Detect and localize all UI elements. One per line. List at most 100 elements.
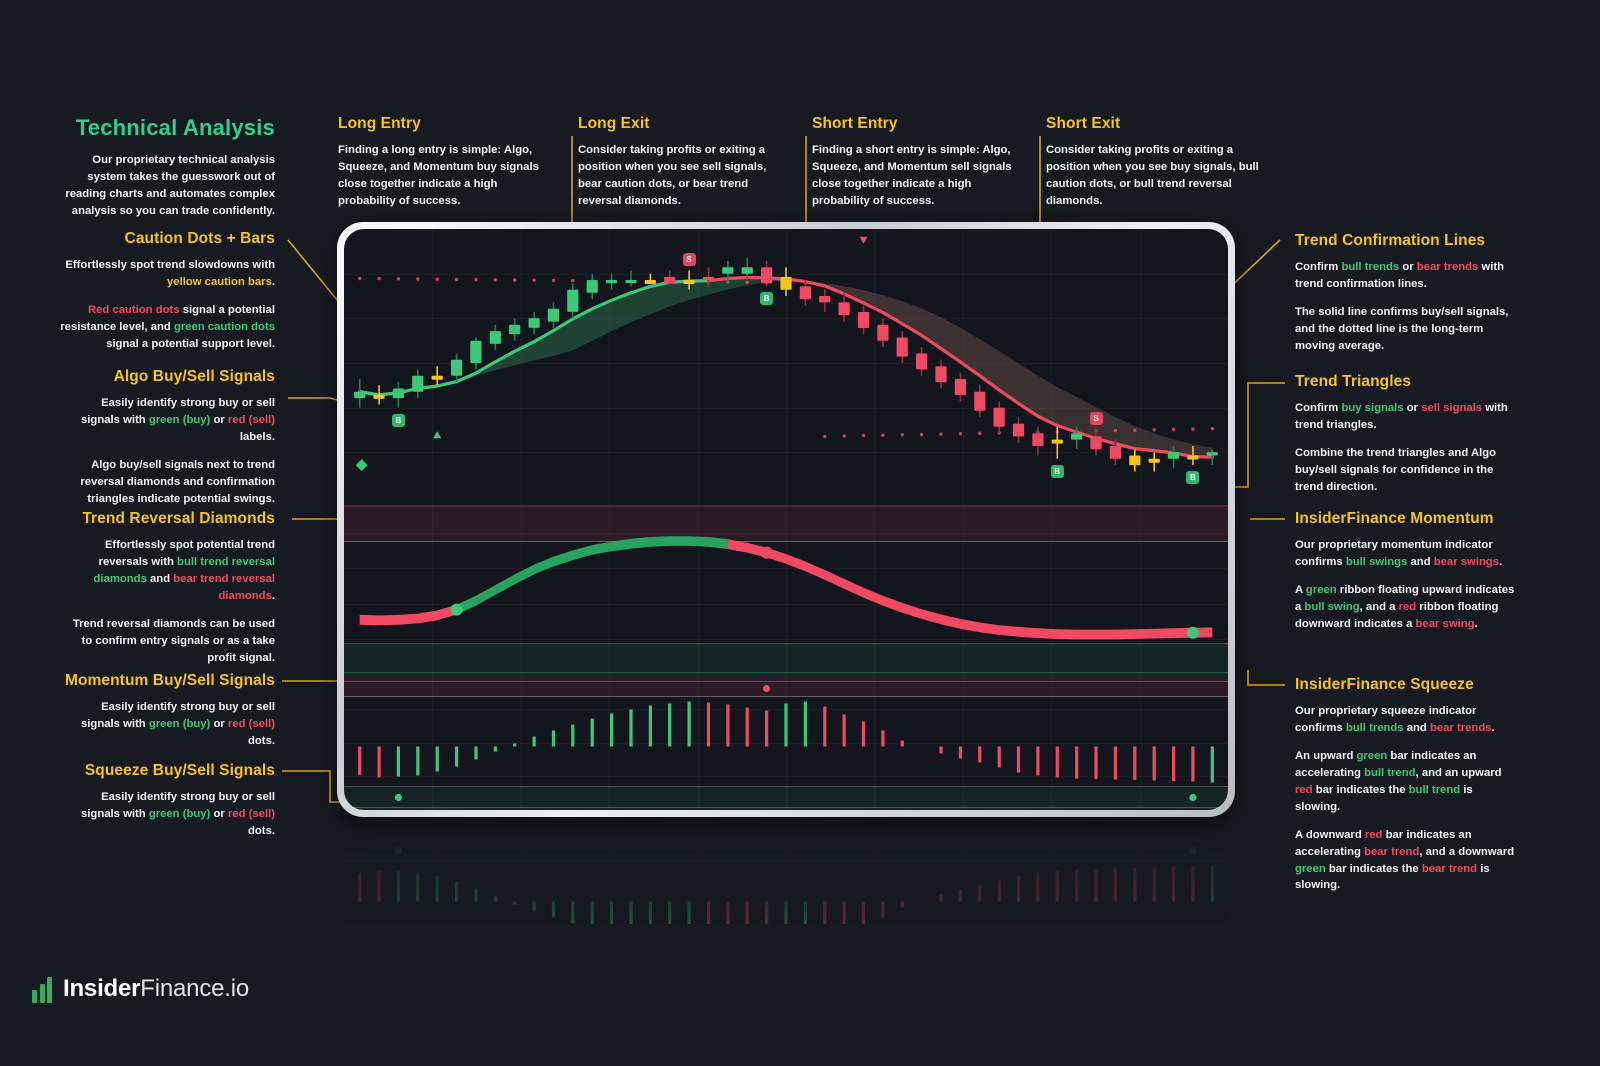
candle-body xyxy=(1051,439,1063,444)
callout-short-exit: Short Exit Consider taking profits or ex… xyxy=(1046,115,1261,210)
candle-body xyxy=(722,267,734,274)
callout-title: InsiderFinance Momentum xyxy=(1295,510,1494,527)
callout-body-1: Easily identify strong buy or sell signa… xyxy=(81,791,275,837)
candle-body xyxy=(761,267,773,284)
squeeze-lower-band xyxy=(344,838,1228,862)
candle-body xyxy=(1167,452,1180,459)
candle-body xyxy=(586,280,598,293)
caution-dot xyxy=(1133,428,1137,432)
momentum-buy-signal xyxy=(1186,626,1199,639)
trend-triangle xyxy=(859,236,868,244)
caution-dot xyxy=(842,434,846,438)
algo-buy-signal[interactable]: B xyxy=(1050,464,1064,478)
candle-body xyxy=(354,391,366,399)
candle-body xyxy=(547,308,559,322)
candle-body xyxy=(1071,433,1083,440)
callout-body-1: Our proprietary momentum indicator confi… xyxy=(1295,539,1503,568)
hero-body: Our proprietary technical analysis syste… xyxy=(65,154,275,217)
candle-body xyxy=(974,391,986,411)
candle-body xyxy=(819,296,831,303)
callout-trend-confirmation-lines: Trend Confirmation Lines Confirm bull tr… xyxy=(1295,232,1520,355)
algo-sell-signal[interactable]: S xyxy=(1089,412,1103,425)
chart-screen[interactable]: B S B B S B xyxy=(344,229,1228,810)
callout-body: Consider taking profits or exiting a pos… xyxy=(578,144,767,207)
callout-body: Finding a long entry is simple: Algo, Sq… xyxy=(338,144,539,207)
overbought-band xyxy=(344,505,1228,542)
callout-insiderfinance-squeeze: InsiderFinance Squeeze Our proprietary s… xyxy=(1295,676,1520,894)
candle-body xyxy=(838,302,850,316)
brand-logo: InsiderFinance.io xyxy=(32,975,249,1003)
callout-short-entry: Short Entry Finding a short entry is sim… xyxy=(812,115,1027,210)
candle-body xyxy=(741,267,753,274)
callout-title: Squeeze Buy/Sell Signals xyxy=(84,762,275,779)
caution-dot xyxy=(745,280,749,284)
callout-body-2: Algo buy/sell signals next to trend reve… xyxy=(80,458,275,505)
candle-body xyxy=(993,407,1005,427)
callout-body-2: An upward green bar indicates an acceler… xyxy=(1295,749,1502,813)
callout-body-2: Trend reversal diamonds can be used to c… xyxy=(72,617,275,664)
momentum-ribbon-bear xyxy=(727,539,1213,640)
callout-title: Trend Reversal Diamonds xyxy=(82,510,275,527)
caution-dot xyxy=(958,432,963,436)
callout-title: Momentum Buy/Sell Signals xyxy=(64,672,275,689)
candle-body xyxy=(780,276,792,290)
callout-long-entry: Long Entry Finding a long entry is simpl… xyxy=(338,115,553,210)
caution-dot xyxy=(1191,427,1195,431)
candle-body xyxy=(1032,433,1044,446)
callout-reversal-diamonds: Trend Reversal Diamonds Effortlessly spo… xyxy=(60,510,275,667)
algo-buy-signal[interactable]: B xyxy=(391,413,405,427)
callout-title: Trend Triangles xyxy=(1295,373,1412,390)
candle-body xyxy=(644,280,656,284)
caution-dot xyxy=(571,278,575,283)
candle-body xyxy=(1148,458,1160,463)
callout-algo-signals: Algo Buy/Sell Signals Easily identify st… xyxy=(60,368,275,508)
callout-body-2: Red caution dots signal a potential resi… xyxy=(60,303,275,350)
callout-title: InsiderFinance Squeeze xyxy=(1295,676,1474,693)
caution-dot xyxy=(454,277,459,282)
candle-body xyxy=(935,366,947,383)
squeeze-sell-signal xyxy=(763,684,771,693)
candle-body xyxy=(1187,455,1199,460)
callout-momentum-signals: Momentum Buy/Sell Signals Easily identif… xyxy=(60,672,275,750)
caution-dot xyxy=(1113,428,1118,433)
squeeze-panel[interactable] xyxy=(344,675,1228,810)
chart-device-frame: B S B B S B xyxy=(337,222,1235,817)
callout-body-1: Confirm buy signals or sell signals with… xyxy=(1295,402,1508,431)
squeeze-buy-signal xyxy=(394,846,402,855)
squeeze-lower-band xyxy=(344,786,1228,810)
caution-dot xyxy=(377,276,381,281)
algo-buy-signal[interactable]: B xyxy=(1186,471,1200,485)
candle-body xyxy=(1109,446,1121,459)
callout-insiderfinance-momentum: InsiderFinance Momentum Our proprietary … xyxy=(1295,510,1520,633)
candle-body xyxy=(857,312,870,328)
caution-dot xyxy=(1210,427,1214,431)
callout-title: Trend Confirmation Lines xyxy=(1295,232,1486,249)
price-panel[interactable]: B S B B S B xyxy=(344,229,1228,497)
squeeze-panel[interactable] xyxy=(344,838,1228,924)
candle-body xyxy=(1012,423,1025,437)
momentum-sell-signal xyxy=(760,546,773,559)
caution-dot xyxy=(881,433,885,437)
candle-body xyxy=(431,375,443,380)
callout-body-1: Confirm bull trends or bear trends with … xyxy=(1295,261,1505,290)
candle-body xyxy=(528,318,540,328)
momentum-panel[interactable] xyxy=(344,497,1228,675)
candle-body xyxy=(470,340,482,363)
momentum-buy-signal xyxy=(450,603,463,616)
caution-dot xyxy=(919,432,924,437)
squeeze-upper-band xyxy=(344,675,1228,697)
algo-buy-signal[interactable]: B xyxy=(760,292,774,306)
callout-title: Caution Dots + Bars xyxy=(124,230,275,247)
candle-body xyxy=(509,324,521,335)
caution-dot xyxy=(1152,428,1156,432)
candle-body xyxy=(877,324,889,341)
momentum-ribbon-bull xyxy=(456,536,728,615)
squeeze-buy-signal xyxy=(1189,846,1197,855)
caution-dot xyxy=(396,277,401,281)
oversold-band xyxy=(344,643,1228,675)
algo-sell-signal[interactable]: S xyxy=(682,252,696,266)
callout-squeeze-signals: Squeeze Buy/Sell Signals Easily identify… xyxy=(60,762,275,840)
callout-body: Finding a short entry is simple: Algo, S… xyxy=(812,144,1012,207)
